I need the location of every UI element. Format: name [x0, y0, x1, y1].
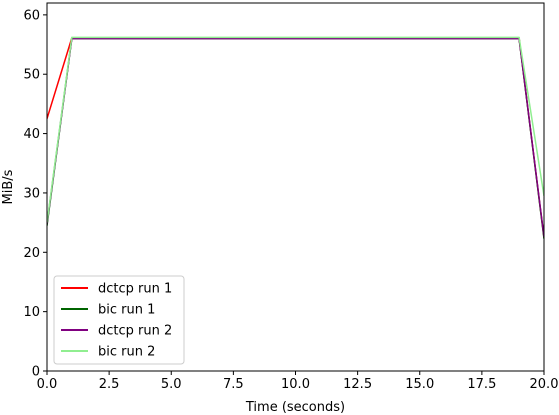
x-tick-label: 12.5: [343, 377, 372, 392]
x-tick-label: 10.0: [281, 377, 310, 392]
y-tick-label: 40: [23, 127, 40, 142]
x-tick-label: 15.0: [405, 377, 434, 392]
x-tick-label: 7.5: [223, 377, 244, 392]
legend-label: bic run 1: [98, 303, 155, 318]
legend-box: [53, 275, 185, 365]
y-tick-label: 20: [23, 246, 40, 261]
y-tick-label: 30: [23, 186, 40, 201]
series-layer: [47, 36, 544, 239]
x-tick-label: 20.0: [530, 377, 559, 392]
legend-label: bic run 2: [98, 345, 155, 360]
y-axis: 0 10 20 30 40 50 60: [23, 8, 47, 380]
y-tick-label: 10: [23, 305, 40, 320]
x-tick-label: 5.0: [161, 377, 182, 392]
legend: dctcp run 1 bic run 1 dctcp run 2 bic run 2: [53, 275, 185, 365]
legend-label: dctcp run 1: [98, 282, 172, 297]
y-tick-label: 0: [32, 365, 40, 380]
x-axis-label: Time (seconds): [245, 400, 345, 415]
y-tick-label: 60: [23, 8, 40, 23]
x-axis: 0.0 2.5 5.0 7.5 10.0 12.5 15.0 17.5 20.0: [37, 371, 559, 392]
series-line-3: [47, 37, 544, 237]
y-tick-label: 50: [23, 68, 40, 83]
series-line-4: [47, 36, 544, 223]
x-tick-label: 0.0: [37, 377, 58, 392]
x-tick-label: 2.5: [99, 377, 120, 392]
legend-label: dctcp run 2: [98, 324, 172, 339]
y-axis-label: MiB/s: [1, 169, 16, 204]
x-tick-label: 17.5: [467, 377, 496, 392]
